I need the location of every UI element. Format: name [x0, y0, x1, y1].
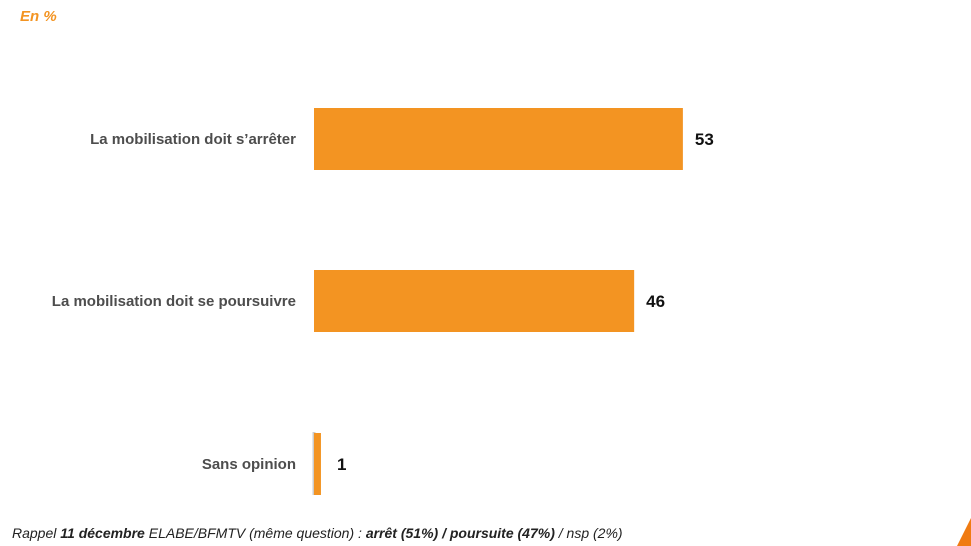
category-label-2: Sans opinion [202, 456, 296, 473]
bar-0 [314, 108, 683, 170]
bar-chart: La mobilisation doit s’arrêter 53 La mobil… [52, 108, 714, 495]
category-label-1: La mobilisation doit se poursuivre [52, 293, 296, 310]
value-label-2: 1 [337, 455, 346, 474]
value-label-1: 46 [646, 292, 665, 311]
category-label-0: La mobilisation doit s’arrêter [90, 131, 296, 148]
footnote: Rappel 11 décembre ELABE/BFMTV (même que… [12, 525, 623, 541]
bar-1 [314, 270, 635, 332]
bar-2 [314, 433, 321, 495]
footnote-nsp: / nsp (2%) [554, 525, 623, 541]
footnote-date: 11 décembre [60, 525, 145, 541]
corner-accent-triangle [957, 518, 971, 546]
footnote-arret: arrêt (51%) / poursuite (47%) [365, 525, 555, 541]
footnote-source: ELABE/BFMTV (même question) : [144, 525, 366, 541]
value-label-0: 53 [695, 130, 714, 149]
unit-label: En % [20, 8, 57, 25]
footnote-prefix: Rappel [12, 525, 61, 541]
